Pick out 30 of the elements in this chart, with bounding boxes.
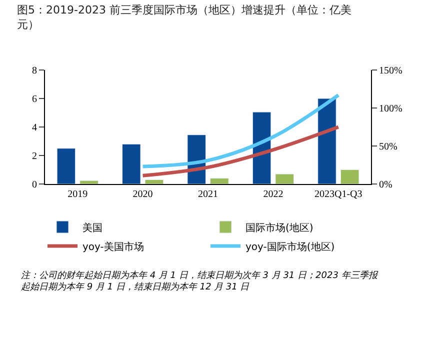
bar <box>122 144 141 184</box>
bar <box>275 174 294 184</box>
x-tick-label: 2022 <box>263 189 284 200</box>
line-series <box>141 93 340 168</box>
bar <box>56 148 76 184</box>
bar <box>210 178 229 184</box>
bar <box>144 179 164 184</box>
x-tick-label: 2020 <box>132 189 153 200</box>
y2-tick-label: 100% <box>379 104 402 114</box>
x-tick-label: 2023Q1-Q3 <box>314 189 362 200</box>
y-tick-label: 4 <box>32 122 37 134</box>
bar <box>340 170 360 184</box>
y2-tick-label: 0% <box>379 180 392 190</box>
text: 注：公司的财年起始日期为本年 4 月 1 日，结束日期为次年 3 月 31 日；2023 年三季报起始日期为本年 9 月 1 日，结束日期为本年 12 月 31 日 <box>21 270 378 293</box>
y2-tick-label: 150% <box>379 66 402 76</box>
legend-label: yoy-国际市场(地区) <box>246 240 335 253</box>
y-tick-label: 0 <box>32 180 37 190</box>
y-tick-label: 8 <box>32 66 37 76</box>
y-tick-label: 2 <box>32 151 37 162</box>
chart-title: 图5：2019-2023 前三季度国际市场（地区）增速提升（单位：亿美元） <box>17 4 352 31</box>
x-tick-label: 2019 <box>68 189 88 200</box>
legend-label: 国际市场(地区) <box>246 222 314 234</box>
legend-label: 美国 <box>82 222 102 234</box>
bar <box>318 98 336 184</box>
x-tick-label: 2021 <box>198 189 218 200</box>
y-tick-label: 6 <box>32 94 37 105</box>
y2-tick-label: 50% <box>379 142 398 152</box>
line-series <box>141 125 340 178</box>
bar <box>80 180 98 184</box>
legend-label: yoy-美国市场 <box>82 240 144 253</box>
